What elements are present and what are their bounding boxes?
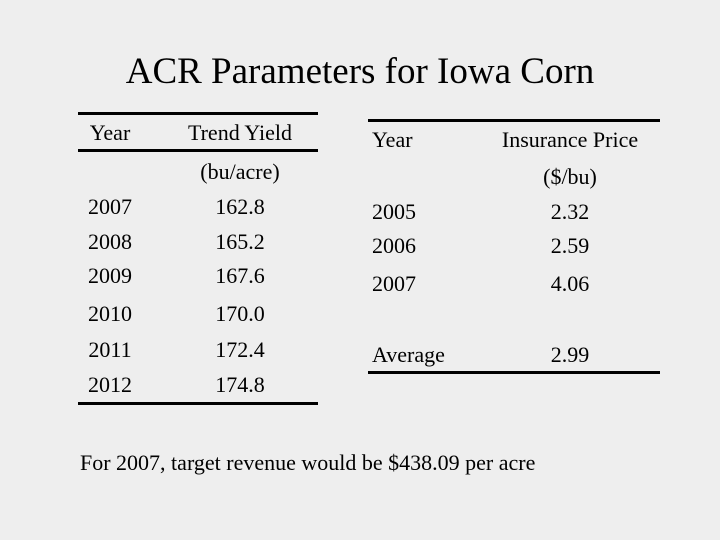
cell: 2005 <box>372 199 416 224</box>
cell: 167.6 <box>215 263 265 288</box>
cell: 174.8 <box>215 372 265 397</box>
header: Year <box>89 120 131 145</box>
cell: 2009 <box>88 263 132 288</box>
cell: 162.8 <box>215 194 265 219</box>
cell: 165.2 <box>215 229 265 254</box>
footnote: For 2007, target revenue would be $438.0… <box>80 450 536 475</box>
cell: 2012 <box>88 372 132 397</box>
cell: 170.0 <box>215 301 265 326</box>
rule <box>78 112 318 115</box>
cell: 2008 <box>88 229 132 254</box>
cell: 2006 <box>372 233 416 258</box>
rule <box>78 149 318 152</box>
cell: 2010 <box>88 301 132 326</box>
header: Year <box>372 127 413 152</box>
header: Trend Yield <box>187 120 293 145</box>
cell: 4.06 <box>550 271 590 296</box>
cell: 172.4 <box>215 337 265 362</box>
cell: 2.59 <box>550 233 590 258</box>
cell: 2.32 <box>550 199 590 224</box>
cell: 2007 <box>88 194 132 219</box>
rule <box>78 402 318 405</box>
cell: 2011 <box>88 337 132 362</box>
header: Insurance Price <box>501 127 639 152</box>
cell: 2007 <box>372 271 416 296</box>
title: ACR Parameters for Iowa Corn <box>125 51 595 92</box>
cell: 2.99 <box>550 342 590 367</box>
rule <box>368 119 660 122</box>
units: ($/bu) <box>543 164 597 189</box>
units: (bu/acre) <box>200 159 280 184</box>
cell: Average <box>372 342 445 367</box>
rule <box>368 371 660 374</box>
